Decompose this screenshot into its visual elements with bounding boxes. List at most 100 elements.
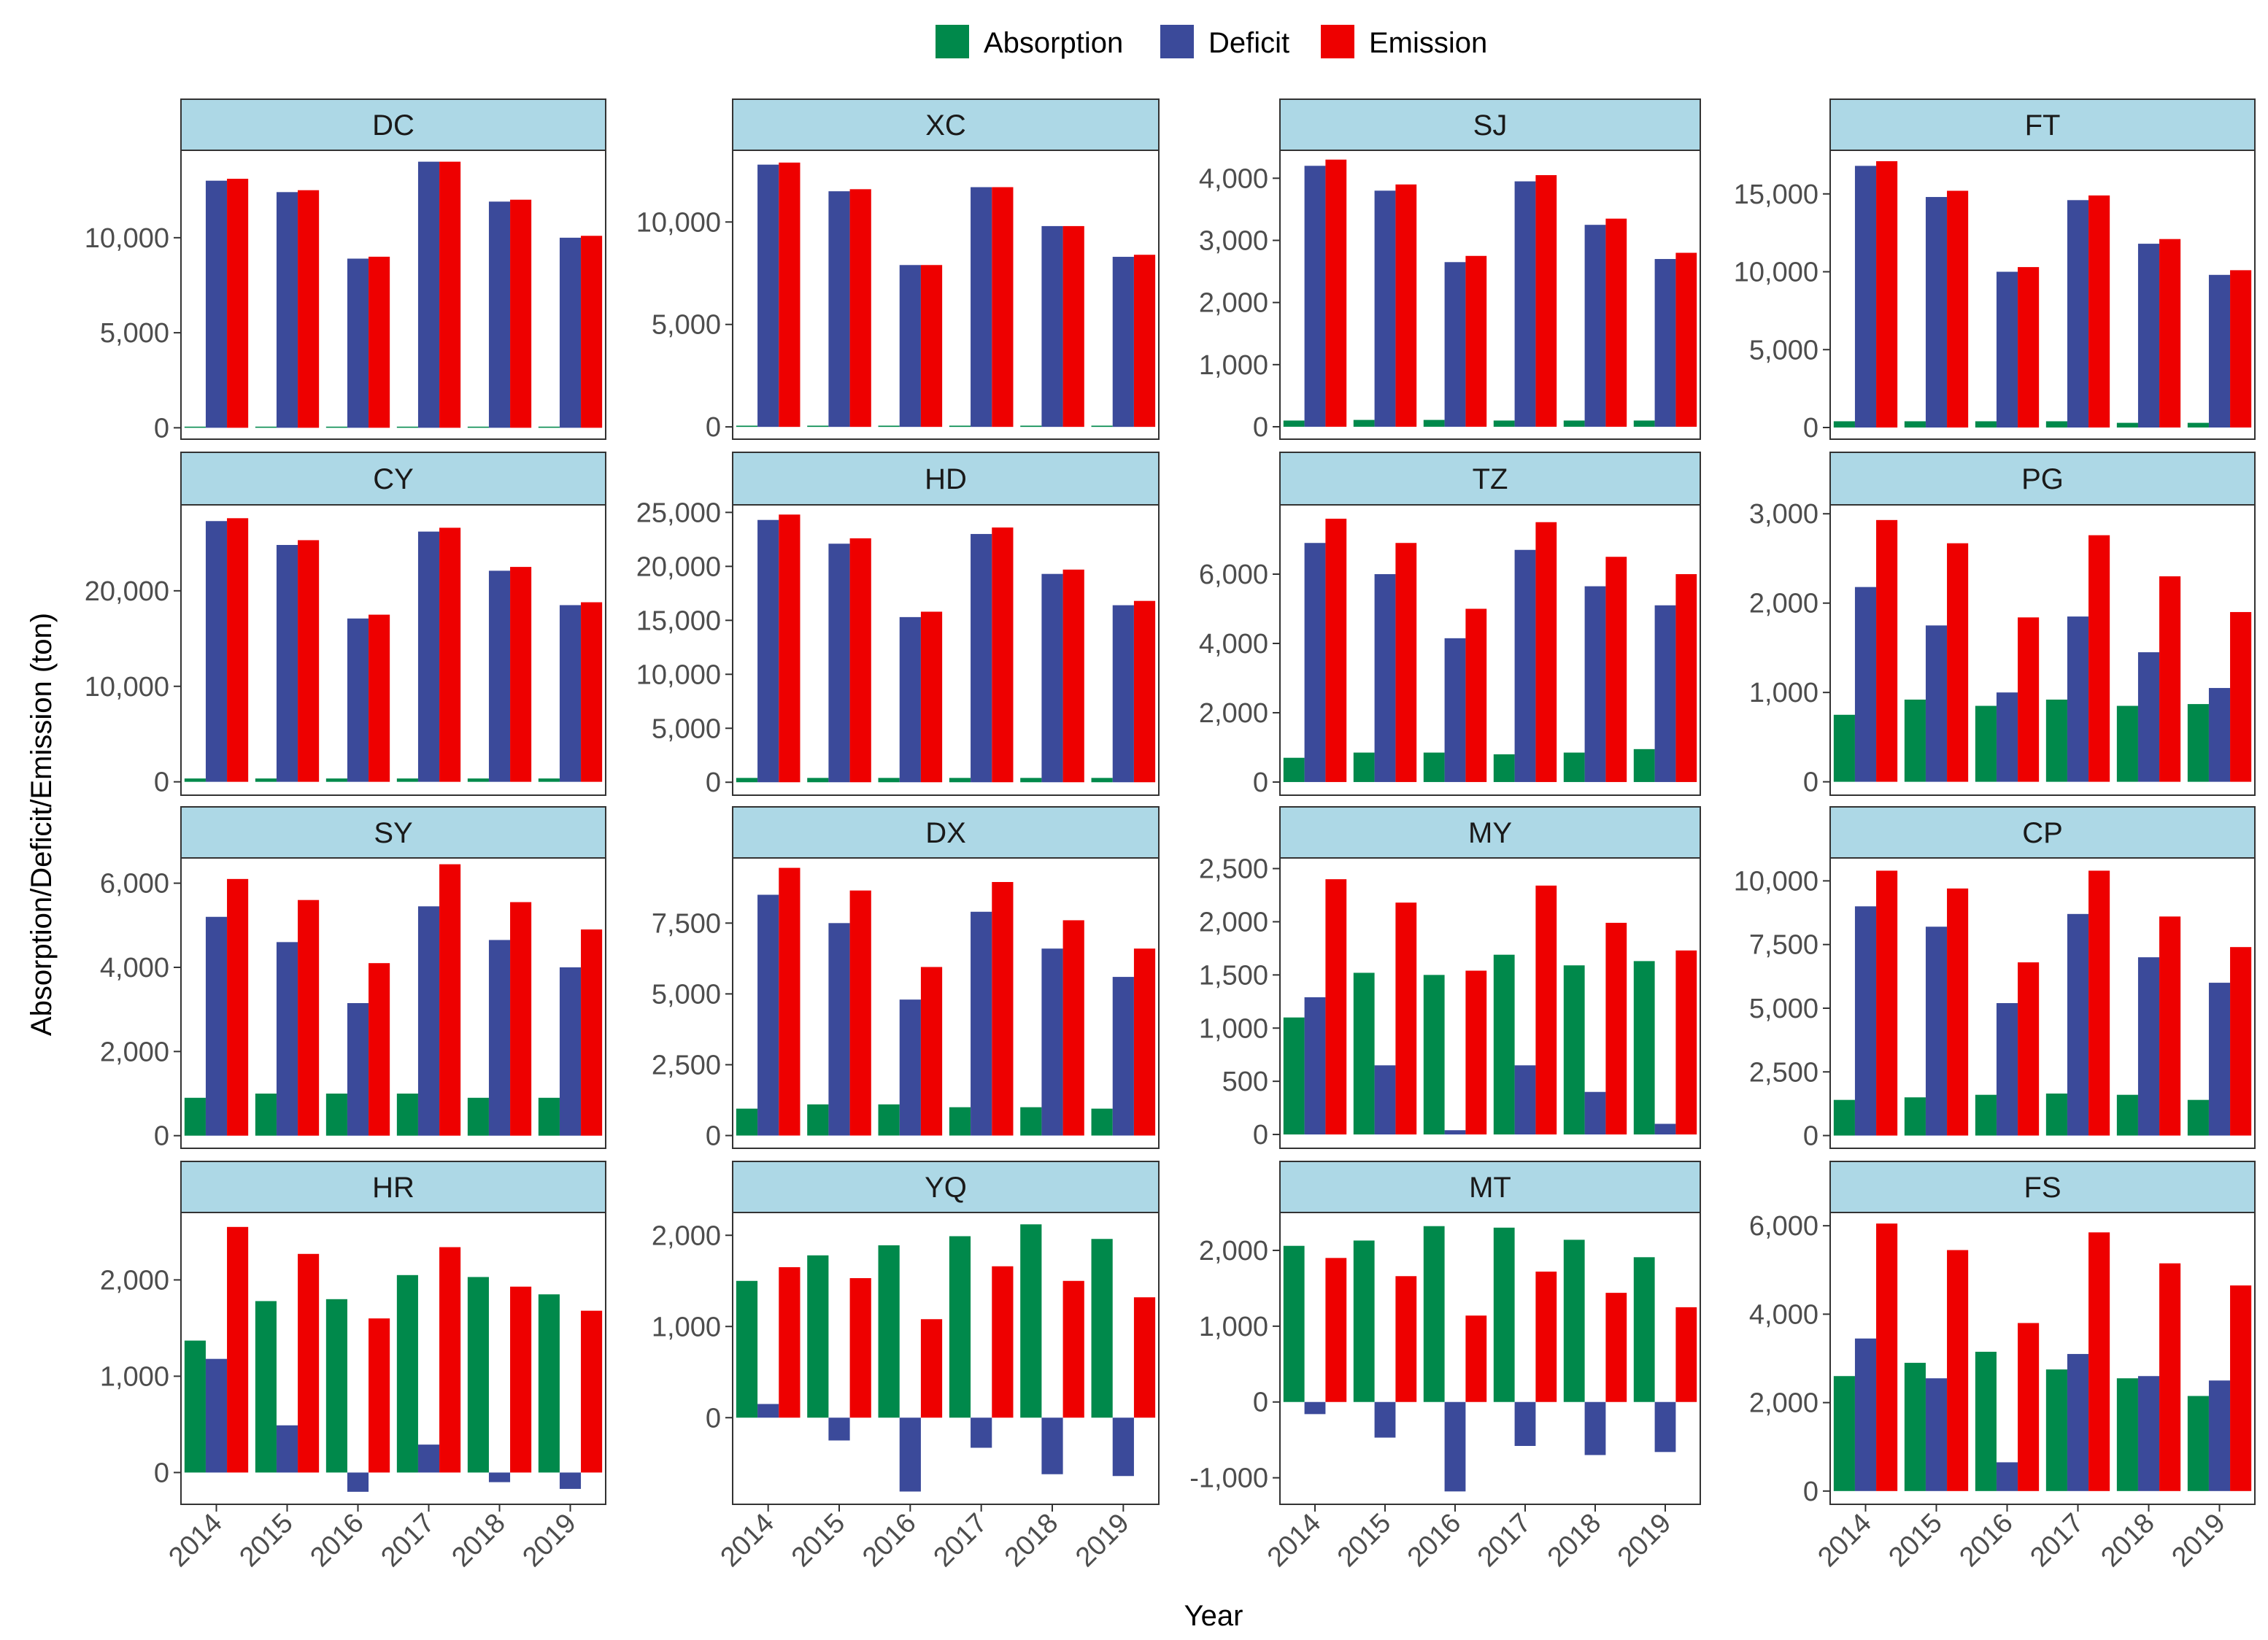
y-tick-label: 4,000 <box>100 953 169 983</box>
bar-sj-emission-2017 <box>1535 175 1557 427</box>
bar-cp-deficit-2019 <box>2208 983 2231 1136</box>
y-tick-label: 20,000 <box>85 576 169 607</box>
bar-sj-absorption-2014 <box>1283 420 1305 427</box>
y-tick-label: 1,000 <box>1199 1013 1268 1044</box>
bar-sy-absorption-2017 <box>396 1094 418 1136</box>
bar-xc-emission-2017 <box>992 187 1014 428</box>
bar-dc-emission-2015 <box>298 190 320 428</box>
bar-my-emission-2019 <box>1675 950 1697 1135</box>
bar-dc-absorption-2016 <box>325 426 347 428</box>
bar-dx-emission-2018 <box>1062 920 1084 1136</box>
legend-swatch-emission <box>1321 25 1354 58</box>
bar-mt-absorption-2014 <box>1283 1245 1305 1402</box>
bar-dx-emission-2019 <box>1133 948 1156 1136</box>
bar-sj-deficit-2018 <box>1584 225 1606 427</box>
bar-cy-deficit-2016 <box>347 618 369 782</box>
bar-my-absorption-2016 <box>1423 975 1445 1135</box>
bar-yq-absorption-2018 <box>1020 1224 1042 1418</box>
y-tick-label: 2,500 <box>652 1050 721 1080</box>
panel-title: HD <box>925 463 967 495</box>
panel-title: MT <box>1469 1172 1511 1204</box>
y-tick-label: 25,000 <box>636 498 721 528</box>
bar-my-absorption-2017 <box>1493 954 1515 1135</box>
y-tick-label: 2,000 <box>1199 907 1268 937</box>
x-tick-label: 2016 <box>304 1508 369 1573</box>
bar-hd-emission-2014 <box>779 514 801 783</box>
bar-fs-deficit-2016 <box>1996 1462 2018 1491</box>
bar-tz-deficit-2019 <box>1654 605 1676 782</box>
panel-background <box>733 150 1159 439</box>
bar-sy-emission-2015 <box>298 900 320 1136</box>
y-tick-label: 0 <box>706 767 721 798</box>
panel-title: PG <box>2021 463 2064 495</box>
bar-pg-deficit-2014 <box>1854 587 1877 782</box>
bar-dc-emission-2018 <box>510 199 532 428</box>
y-tick-label: 10,000 <box>85 223 169 254</box>
bar-my-absorption-2014 <box>1283 1017 1305 1135</box>
bar-dc-emission-2019 <box>581 236 603 428</box>
x-tick-label: 2018 <box>2095 1508 2160 1573</box>
bar-tz-deficit-2016 <box>1444 638 1466 782</box>
bar-sj-deficit-2019 <box>1654 259 1676 427</box>
bar-pg-deficit-2018 <box>2137 652 2160 782</box>
bar-xc-deficit-2018 <box>1041 225 1063 428</box>
bar-my-emission-2018 <box>1605 922 1627 1135</box>
y-tick-label: 7,500 <box>652 908 721 939</box>
bar-ft-emission-2015 <box>1947 190 1969 428</box>
x-tick-label: 2014 <box>163 1508 228 1573</box>
bar-cy-absorption-2015 <box>255 778 277 782</box>
bar-hr-deficit-2019 <box>559 1472 582 1489</box>
panel-title: YQ <box>925 1172 967 1204</box>
bar-dc-deficit-2018 <box>488 201 511 428</box>
bar-my-emission-2015 <box>1395 902 1417 1135</box>
bar-hd-absorption-2014 <box>736 778 758 783</box>
bar-cy-absorption-2017 <box>396 778 418 782</box>
y-tick-label: 2,000 <box>1749 589 1818 619</box>
bar-my-emission-2014 <box>1325 879 1347 1135</box>
y-tick-label: 5,000 <box>652 979 721 1010</box>
bar-fs-deficit-2018 <box>2137 1376 2160 1491</box>
bar-cp-deficit-2014 <box>1854 906 1877 1136</box>
bar-mt-emission-2019 <box>1675 1307 1697 1402</box>
bar-my-deficit-2014 <box>1304 997 1326 1135</box>
y-tick-label: 10,000 <box>636 660 721 690</box>
x-tick-label: 2017 <box>1472 1508 1537 1573</box>
y-tick-label: 5,000 <box>1749 994 1818 1024</box>
y-tick-label: 0 <box>154 767 169 798</box>
bar-tz-emission-2019 <box>1675 573 1697 782</box>
bar-sj-deficit-2014 <box>1304 166 1326 427</box>
y-tick-label: 4,000 <box>1749 1299 1818 1330</box>
y-tick-label: 6,000 <box>100 869 169 900</box>
panel-border <box>180 857 606 1149</box>
bar-dx-emission-2014 <box>779 867 801 1136</box>
bar-hd-absorption-2017 <box>949 778 971 783</box>
bar-hd-deficit-2014 <box>757 519 779 783</box>
y-tick-label: 0 <box>1253 1120 1268 1150</box>
bar-hr-deficit-2017 <box>417 1444 440 1473</box>
panel-yq: YQ 0 1,000 2,000 2014 2015 2016 2017 2018 2019 <box>652 1161 1160 1573</box>
x-tick-label: 2017 <box>2024 1508 2089 1573</box>
bar-pg-emission-2018 <box>2159 576 2181 782</box>
bar-sj-absorption-2019 <box>1633 420 1655 427</box>
bar-sy-emission-2016 <box>369 963 390 1136</box>
panel-border <box>732 1212 1160 1505</box>
bar-tz-absorption-2017 <box>1493 754 1515 782</box>
bar-pg-deficit-2017 <box>2067 616 2089 782</box>
bar-cy-emission-2018 <box>510 567 532 782</box>
bar-sy-emission-2019 <box>581 929 603 1136</box>
panel-cp: CP 0 2,500 5,000 7,500 10,000 <box>1734 806 2256 1152</box>
x-tick-label: 2017 <box>375 1508 440 1573</box>
bar-pg-deficit-2016 <box>1996 692 2018 782</box>
y-tick-label: 1,500 <box>1199 960 1268 991</box>
bar-mt-emission-2016 <box>1465 1315 1487 1402</box>
bar-sy-absorption-2019 <box>538 1097 560 1136</box>
bar-cp-emission-2017 <box>2088 870 2110 1136</box>
panel-strip <box>180 452 606 506</box>
y-tick-label: 10,000 <box>1734 866 1818 897</box>
bar-sy-deficit-2015 <box>276 942 298 1136</box>
x-tick-label: 2016 <box>1953 1508 2018 1573</box>
bar-mt-absorption-2018 <box>1563 1239 1585 1402</box>
y-tick-label: 6,000 <box>1749 1211 1818 1242</box>
bar-fs-emission-2015 <box>1947 1250 1969 1491</box>
bar-fs-absorption-2014 <box>1833 1376 1855 1491</box>
